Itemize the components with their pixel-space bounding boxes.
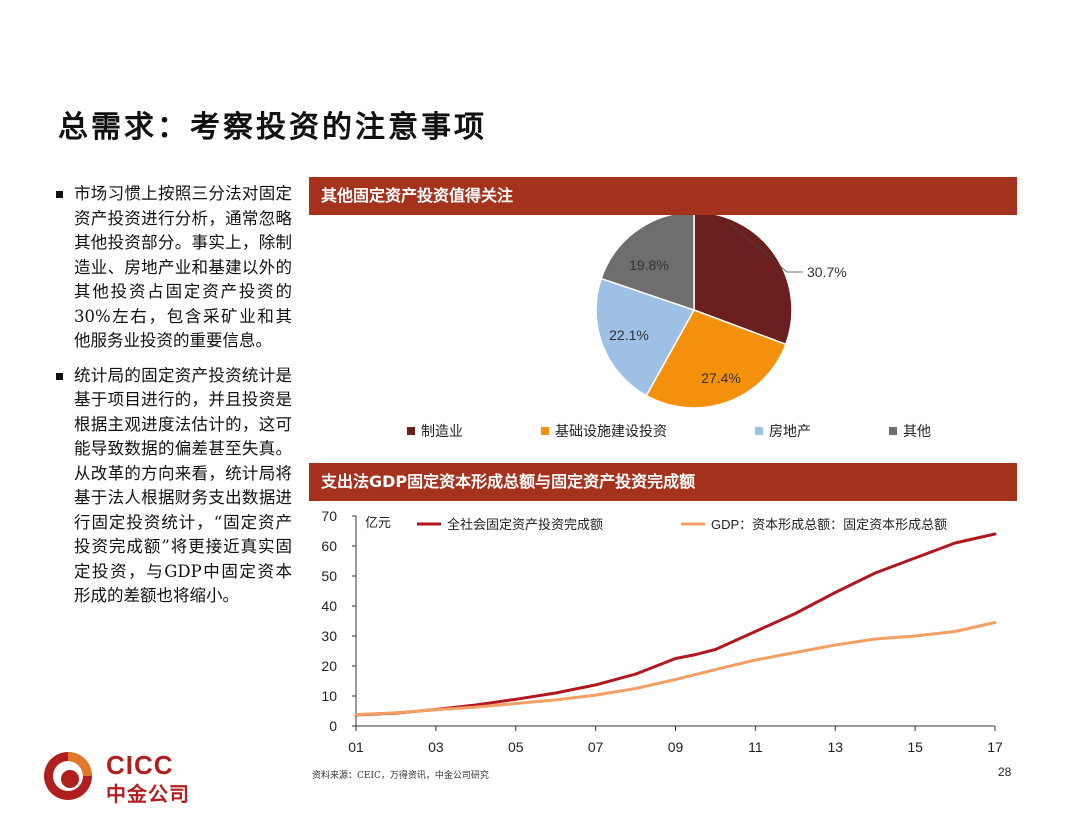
x-tick-label: 09 (668, 739, 684, 755)
legend-swatch (755, 427, 763, 435)
logo-text-cn: 中金公司 (106, 782, 190, 806)
legend-label: 全社会固定资产投资完成额 (447, 517, 603, 532)
page-title: 总需求：考察投资的注意事项 (58, 110, 487, 145)
cicc-logo: CICC 中金公司 (40, 748, 210, 806)
pie-value-label: 19.8% (629, 257, 669, 273)
pie-slice (595, 277, 696, 397)
bullet-item: 市场习惯上按照三分法对固定资产投资进行分析，通常忽略其他投资部分。事实上，除制造… (56, 182, 292, 354)
x-tick-label: 11 (748, 739, 763, 755)
legend-label: 制造业 (421, 423, 463, 439)
line-chart: 0 10 20 30 40 50 60 70 01 03 05 07 09 11 13 15 17 亿元 全社会固定… (321, 508, 1003, 755)
square-bullet-icon (56, 372, 63, 380)
x-tick-label: 07 (588, 739, 604, 755)
y-tick-label: 0 (329, 718, 337, 734)
x-tick-label: 01 (348, 739, 364, 755)
y-tick-label: 50 (321, 568, 337, 584)
x-tick-label: 05 (508, 739, 524, 755)
y-tick-label: 40 (321, 598, 337, 614)
page-number: 28 (998, 765, 1012, 779)
pie-slice (693, 215, 793, 346)
y-tick-label: 30 (321, 628, 337, 644)
pie-leader-line (729, 222, 803, 273)
legend-swatch (541, 427, 549, 435)
pie-value-label: 22.1% (609, 327, 649, 343)
pie-value-label: 30.7% (807, 264, 847, 280)
cicc-logo-icon (44, 752, 92, 800)
pie-chart-title: 其他固定资产投资值得关注 (309, 177, 1017, 215)
y-axis-unit-label: 亿元 (365, 515, 391, 530)
pie-chart: 30.7% 27.4% 22.1% 19.8% 制造业 基础设施建设投资 房地产 其他 (407, 215, 931, 439)
y-tick-label: 70 (321, 508, 337, 524)
legend-label: GDP：资本形成总额：固定资本形成总额 (711, 517, 947, 532)
legend-label: 房地产 (769, 423, 811, 439)
square-bullet-icon (56, 191, 63, 198)
x-tick-label: 15 (907, 739, 923, 755)
legend-label: 基础设施建设投资 (555, 423, 667, 439)
series-line (354, 532, 997, 717)
logo-text-en: CICC (106, 750, 174, 780)
bullet-item: 统计局的固定资产投资统计是基于项目进行的，并且投资是根据主观进度法估计的，这可能… (56, 364, 292, 609)
x-tick-label: 03 (428, 739, 444, 755)
legend-label: 其他 (903, 423, 931, 439)
y-tick-label: 20 (321, 658, 337, 674)
x-tick-label: 13 (827, 739, 843, 755)
line-chart-title: 支出法GDP固定资本形成总额与固定资产投资完成额 (309, 463, 1017, 501)
series-line (354, 621, 997, 717)
legend-swatch (407, 427, 415, 435)
source-note: 资料来源：CEIC，万得资讯，中金公司研究 (312, 771, 489, 781)
x-tick-label: 17 (987, 739, 1003, 755)
pie-value-label: 27.4% (701, 370, 741, 386)
pie-slice (600, 215, 695, 312)
bullet-list: 市场习惯上按照三分法对固定资产投资进行分析，通常忽略其他投资部分。事实上，除制造… (56, 182, 292, 619)
y-tick-label: 60 (321, 538, 337, 554)
y-tick-label: 10 (321, 688, 337, 704)
legend-swatch (889, 427, 897, 435)
bullet-text: 统计局的固定资产投资统计是基于项目进行的，并且投资是根据主观进度法估计的，这可能… (74, 365, 292, 606)
bullet-text: 市场习惯上按照三分法对固定资产投资进行分析，通常忽略其他投资部分。事实上，除制造… (74, 184, 292, 350)
